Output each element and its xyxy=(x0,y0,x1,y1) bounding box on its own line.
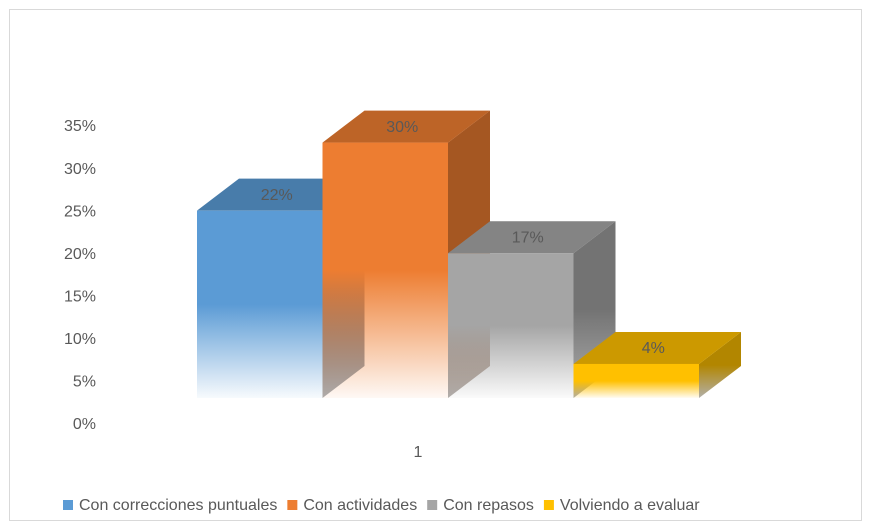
legend-swatch xyxy=(543,500,554,510)
legend-swatch xyxy=(63,500,73,510)
bar-top-shade xyxy=(322,110,490,143)
bar-top-shade xyxy=(573,331,741,364)
y-tick-label: 30% xyxy=(64,161,96,178)
legend-swatch xyxy=(427,500,438,510)
bar xyxy=(448,253,574,398)
y-tick-label: 5% xyxy=(73,374,96,391)
bar-top xyxy=(573,331,741,364)
legend-label: Con repasos xyxy=(443,497,534,514)
data-label: 4% xyxy=(642,340,665,357)
bar-top-shade xyxy=(448,221,616,254)
y-tick-label: 35% xyxy=(64,118,96,135)
legend-swatch xyxy=(287,500,298,510)
y-tick-label: 0% xyxy=(73,416,96,433)
bar-top xyxy=(322,110,490,143)
bar xyxy=(322,142,448,398)
legend-label: Volviendo a evaluar xyxy=(560,497,700,514)
bar-top xyxy=(448,221,616,254)
bar xyxy=(197,210,323,398)
x-tick-label: 1 xyxy=(414,444,423,461)
y-tick-label: 25% xyxy=(64,203,96,220)
y-tick-label: 15% xyxy=(64,289,96,306)
legend-label: Con correcciones puntuales xyxy=(79,497,277,514)
legend-label: Con actividades xyxy=(303,497,417,514)
data-label: 22% xyxy=(261,187,293,204)
y-tick-label: 20% xyxy=(64,246,96,263)
y-tick-label: 10% xyxy=(64,331,96,348)
data-label: 30% xyxy=(386,119,418,136)
bar xyxy=(573,363,699,398)
bar-side-shade xyxy=(699,331,741,398)
bar-side xyxy=(699,331,741,398)
data-label: 17% xyxy=(512,229,544,246)
